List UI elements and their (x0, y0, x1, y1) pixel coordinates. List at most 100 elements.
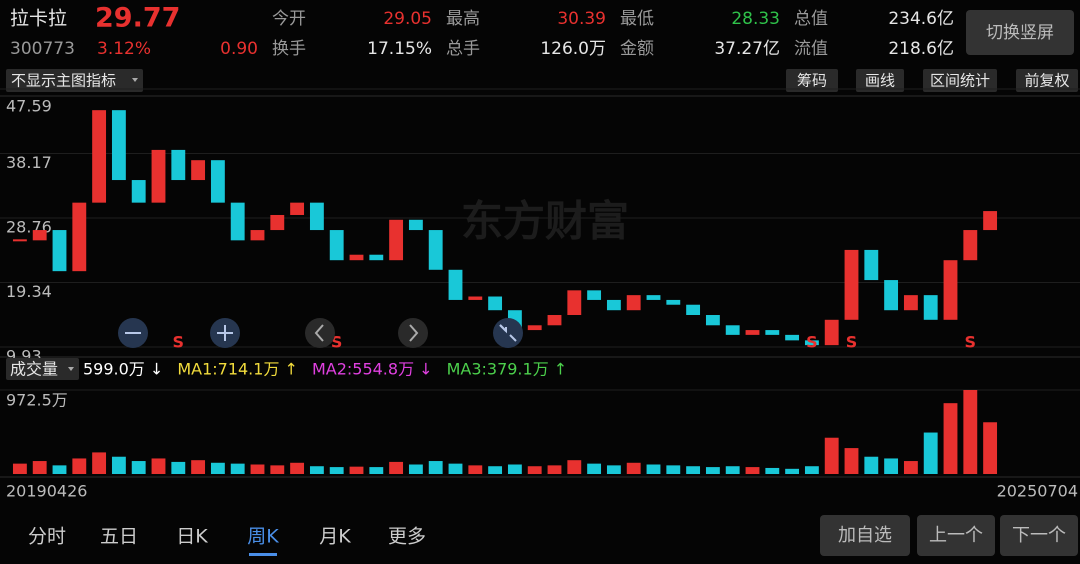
volume-bar (567, 460, 582, 474)
dropdown-arrow (132, 78, 138, 82)
volume-bar (864, 456, 879, 474)
stock-code: 300773 (10, 39, 75, 59)
candle (210, 160, 225, 203)
volume-bar (725, 466, 740, 474)
volume-indicator: MA1:714.1万 ↑ (177, 360, 298, 379)
candle (606, 299, 621, 311)
nav-tab[interactable]: 五日 (100, 526, 138, 548)
nav-tab[interactable]: 日K (176, 526, 208, 548)
volume-bar (468, 465, 483, 474)
volume-indicator: MA2:554.8万 ↓ (312, 360, 433, 379)
candle (468, 296, 483, 300)
volume-bar (943, 403, 958, 474)
scroll-left[interactable] (305, 318, 335, 348)
stat-value: 126.0万 (540, 39, 606, 59)
volume-bar (309, 466, 324, 474)
volume-bar (250, 464, 265, 474)
volume-bar (131, 461, 146, 474)
nav-button-label[interactable]: 上一个 (929, 525, 983, 546)
volume-bar (587, 463, 602, 474)
volume-bar (270, 465, 285, 474)
candle (646, 295, 661, 300)
toolbar-button-label[interactable]: 画线 (865, 72, 895, 90)
zoom-controls[interactable] (118, 318, 523, 348)
candle (547, 315, 562, 326)
candle (250, 230, 265, 241)
collapse[interactable] (493, 318, 523, 348)
candle (171, 149, 186, 181)
volume-bar (12, 463, 27, 474)
nav-tab[interactable]: 分时 (28, 526, 66, 548)
volume-bar (72, 458, 87, 474)
volume-bar (666, 465, 681, 474)
candle (785, 334, 800, 341)
candle (329, 230, 344, 261)
toolbar-button[interactable] (786, 69, 838, 92)
candle (488, 296, 503, 311)
signal-label: S (846, 333, 858, 352)
stat-value: 234.6亿 (888, 9, 954, 29)
switch-button[interactable] (966, 10, 1074, 55)
x-tick-label: 20190426 (6, 482, 87, 501)
nav-tab[interactable]: 更多 (388, 526, 426, 548)
toolbar-button[interactable] (856, 69, 904, 92)
stock-price: 29.77 (95, 3, 180, 34)
indicator-select[interactable] (6, 69, 143, 92)
scroll-right[interactable] (398, 318, 428, 348)
candle (448, 269, 463, 300)
nav-button[interactable] (820, 515, 910, 556)
nav-tab[interactable]: 周K (247, 526, 279, 548)
candle (191, 160, 206, 181)
switch-button-label[interactable]: 切换竖屏 (986, 23, 1054, 43)
candle (92, 110, 107, 203)
volume-title[interactable]: 成交量 (10, 360, 58, 379)
nav-button[interactable] (1000, 515, 1078, 556)
nav-button-label[interactable]: 下一个 (1012, 525, 1066, 546)
candle (725, 325, 740, 335)
signal-label: S (331, 333, 343, 352)
candle (230, 202, 245, 241)
toolbar-button-label[interactable]: 前复权 (1024, 72, 1069, 90)
candle (270, 214, 285, 231)
volume-bar (448, 463, 463, 474)
volume-select[interactable] (6, 358, 79, 380)
toolbar-button[interactable] (923, 69, 997, 92)
candle (705, 315, 720, 326)
volume-bar (646, 464, 661, 474)
stock-name: 拉卡拉 (10, 8, 67, 30)
x-tick-label: 20250704 (997, 482, 1078, 501)
volume-bar (171, 461, 186, 474)
nav-button-label[interactable]: 加自选 (838, 525, 892, 546)
stat-label: 金额 (620, 39, 654, 59)
candle (626, 295, 641, 311)
stat-label: 最高 (446, 9, 480, 29)
toolbar-button-label[interactable]: 筹码 (797, 72, 827, 90)
toolbar-button[interactable] (1016, 69, 1078, 92)
toolbar-button-label[interactable]: 区间统计 (930, 72, 990, 90)
volume-bar (488, 466, 503, 474)
volume-bar (290, 462, 305, 474)
nav-button[interactable] (917, 515, 995, 556)
candle (587, 290, 602, 300)
nav-tab[interactable]: 月K (319, 526, 351, 548)
candle (824, 319, 839, 346)
candle (428, 230, 443, 270)
dropdown-arrow (68, 367, 74, 371)
volume-bar (389, 461, 404, 474)
volume-indicator: MA3:379.1万 ↑ (447, 360, 568, 379)
change: 0.90 (220, 39, 258, 59)
volume-bar (804, 466, 819, 474)
indicator-select-label[interactable]: 不显示主图指标 (11, 72, 116, 90)
candle (527, 325, 542, 331)
volume-bar (745, 467, 760, 474)
candle (131, 180, 146, 203)
candle (745, 330, 760, 335)
candle (943, 260, 958, 320)
volume-bar (52, 465, 67, 474)
stat-value: 30.39 (557, 9, 606, 29)
stat-value: 218.6亿 (888, 39, 954, 59)
volume-bar (428, 461, 443, 474)
volume-bar (824, 437, 839, 474)
volume-bar (884, 458, 899, 474)
candle (369, 254, 384, 261)
